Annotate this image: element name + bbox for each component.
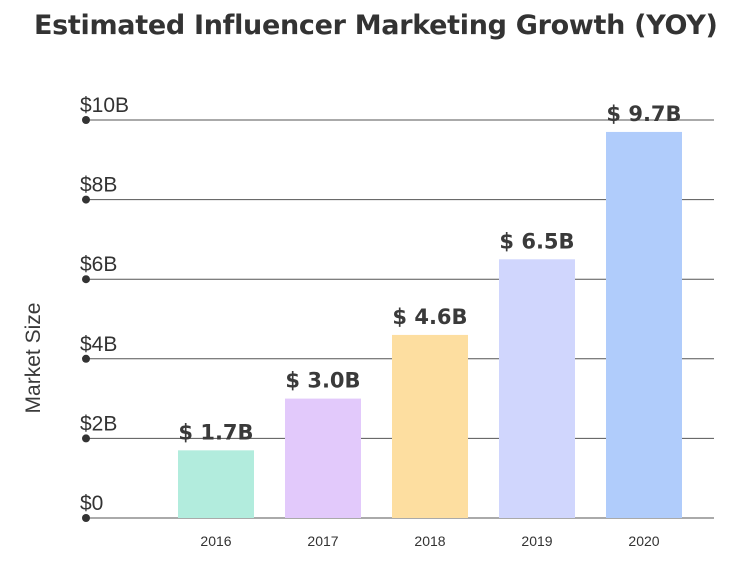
x-tick-label: 2016	[200, 533, 231, 549]
x-tick-labels: 2016 2017 2018 2019 2020	[200, 533, 659, 549]
gridline-dot	[82, 275, 90, 284]
gridline-dot	[82, 116, 90, 124]
bar-2018	[392, 334, 468, 518]
data-label-2020: $ 9.7B	[606, 102, 681, 126]
y-axis-label: Market Size	[22, 303, 45, 414]
gridline-dot	[82, 514, 90, 522]
data-label-2016: $ 1.7B	[178, 420, 253, 444]
x-tick-label: 2018	[414, 533, 445, 549]
gridline-dot	[82, 354, 90, 363]
y-tick-label: $4B	[80, 333, 117, 356]
x-tick-label: 2020	[628, 533, 659, 549]
data-labels: $ 1.7B $ 3.0B $ 4.6B $ 6.5B $ 9.7B	[178, 102, 681, 444]
bar-2020	[606, 131, 682, 518]
y-tick-label: $8B	[80, 174, 117, 197]
bar-2019	[499, 259, 575, 518]
x-tick-label: 2017	[307, 533, 338, 549]
y-tick-label: $0	[80, 492, 103, 515]
bars	[178, 131, 682, 518]
x-tick-label: 2019	[521, 533, 552, 549]
data-label-2019: $ 6.5B	[499, 229, 574, 253]
y-tick-labels: $0 $2B $4B $6B $8B $10B	[80, 94, 129, 515]
gridline-dot	[82, 434, 90, 443]
chart-title: Estimated Influencer Marketing Growth (Y…	[34, 10, 718, 41]
data-label-2017: $ 3.0B	[285, 369, 360, 393]
bar-2017	[285, 398, 361, 518]
y-tick-label: $10B	[80, 94, 129, 117]
gridline-dot	[82, 195, 90, 204]
data-label-2018: $ 4.6B	[392, 305, 467, 329]
y-tick-label: $2B	[80, 412, 117, 435]
y-tick-label: $6B	[80, 253, 117, 276]
bar-2016	[178, 450, 254, 518]
